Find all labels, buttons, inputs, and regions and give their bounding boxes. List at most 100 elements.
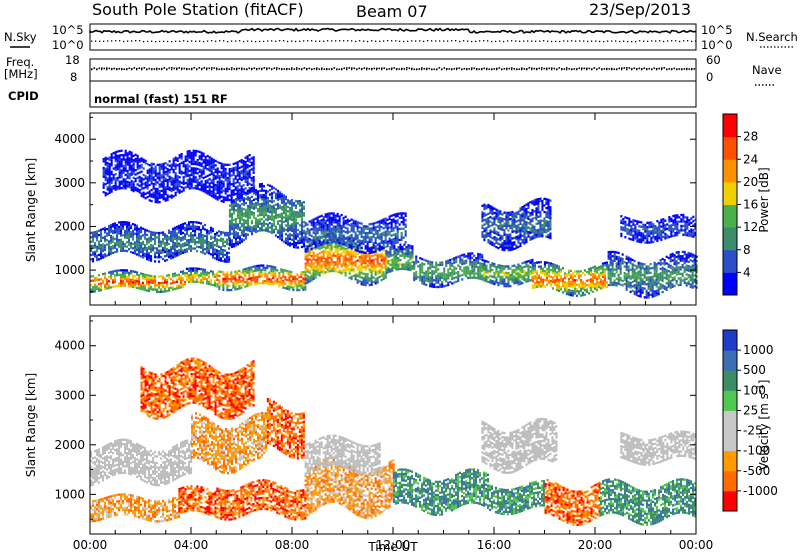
range-cell	[609, 281, 612, 284]
range-cell	[218, 285, 221, 289]
range-cell	[164, 277, 167, 280]
range-cell	[617, 258, 620, 261]
range-cell	[128, 276, 131, 279]
range-cell	[671, 268, 674, 271]
range-cell	[205, 282, 208, 285]
range-cell	[318, 245, 321, 248]
nave-point	[196, 69, 198, 71]
nave-point	[641, 69, 643, 71]
range-cell	[308, 238, 311, 241]
range-cell	[384, 221, 387, 225]
range-cell	[156, 251, 159, 254]
range-cell	[391, 247, 394, 250]
range-cell	[118, 225, 121, 228]
range-cell	[643, 263, 646, 266]
range-cell	[537, 274, 540, 277]
range-cell	[140, 285, 143, 288]
range-cell	[138, 232, 141, 235]
range-cell	[453, 268, 456, 271]
range-cell	[104, 240, 107, 243]
range-cell	[483, 266, 486, 269]
range-cell	[276, 220, 279, 223]
range-cell	[230, 232, 233, 235]
range-cell	[292, 228, 295, 231]
range-cell	[162, 283, 165, 287]
range-cell	[595, 288, 598, 292]
range-cell	[192, 229, 195, 233]
range-cell	[199, 274, 202, 277]
range-cell	[515, 272, 518, 276]
range-cell	[400, 221, 403, 224]
range-cell	[423, 280, 426, 284]
range-cell	[683, 270, 686, 273]
range-cell	[389, 263, 392, 266]
range-cell	[457, 277, 460, 280]
range-cell	[234, 283, 237, 287]
range-cell	[661, 273, 664, 276]
range-cell	[302, 205, 305, 208]
range-cell	[314, 239, 317, 242]
range-cell	[134, 275, 137, 278]
range-cell	[230, 273, 233, 276]
range-cell	[108, 244, 111, 247]
range-cell	[278, 235, 281, 238]
range-cell	[146, 255, 149, 259]
range-cell	[154, 284, 157, 287]
range-cell	[467, 268, 470, 271]
range-cell	[453, 257, 456, 260]
range-cell	[401, 245, 404, 249]
range-cell	[322, 256, 325, 259]
range-cell	[463, 262, 466, 265]
range-cell	[535, 283, 538, 286]
noise-search-point	[91, 40, 93, 42]
range-cell	[240, 280, 243, 283]
range-cell	[384, 232, 387, 236]
range-cell	[613, 253, 616, 256]
range-cell	[407, 253, 410, 256]
range-cell	[671, 285, 674, 288]
range-cell	[457, 273, 460, 276]
range-cell	[186, 243, 189, 246]
range-cell	[689, 268, 692, 271]
freq-point	[308, 67, 311, 70]
range-cell	[142, 256, 145, 259]
range-cell	[258, 209, 261, 212]
range-cell	[194, 221, 197, 224]
range-cell	[242, 212, 245, 215]
range-cell	[164, 285, 167, 289]
range-cell	[667, 256, 670, 260]
range-cell	[244, 272, 247, 275]
range-cell	[198, 221, 201, 224]
range-cell	[467, 265, 470, 269]
range-cell	[189, 271, 192, 275]
range-cell	[479, 271, 482, 274]
range-cell	[270, 227, 273, 230]
range-cell	[130, 233, 133, 236]
range-cell	[176, 254, 179, 257]
range-cell	[364, 266, 367, 269]
range-cell	[501, 282, 504, 285]
range-cell	[236, 234, 239, 237]
range-cell	[208, 243, 211, 246]
range-cell	[144, 275, 147, 278]
range-cell	[210, 235, 213, 238]
range-cell	[294, 278, 297, 281]
range-cell	[150, 233, 153, 236]
range-cell	[304, 248, 307, 251]
noise-sky-line	[89, 27, 697, 34]
range-cell	[266, 275, 269, 278]
range-cell	[114, 251, 117, 254]
range-cell	[264, 205, 267, 208]
range-cell	[439, 283, 442, 286]
range-cell	[332, 216, 335, 219]
range-cell	[683, 259, 686, 262]
nave-point	[331, 69, 333, 71]
range-cell	[94, 246, 97, 249]
range-cell	[637, 261, 640, 264]
range-cell	[401, 252, 404, 255]
range-cell	[120, 275, 123, 279]
range-cell	[112, 281, 115, 284]
range-cell	[138, 276, 141, 279]
freq-point	[273, 67, 276, 69]
range-cell	[320, 227, 323, 231]
